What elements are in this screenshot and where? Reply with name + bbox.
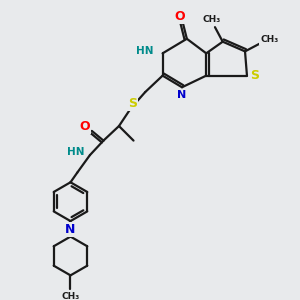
Text: HN: HN (136, 46, 154, 56)
Text: S: S (250, 69, 259, 82)
Text: CH₃: CH₃ (203, 15, 221, 24)
Text: CH₃: CH₃ (260, 35, 278, 44)
Text: HN: HN (67, 147, 84, 157)
Text: CH₃: CH₃ (61, 292, 80, 300)
Text: S: S (128, 97, 137, 110)
Text: N: N (65, 223, 76, 236)
Text: N: N (177, 90, 187, 100)
Text: O: O (80, 119, 90, 133)
Text: O: O (175, 10, 185, 23)
